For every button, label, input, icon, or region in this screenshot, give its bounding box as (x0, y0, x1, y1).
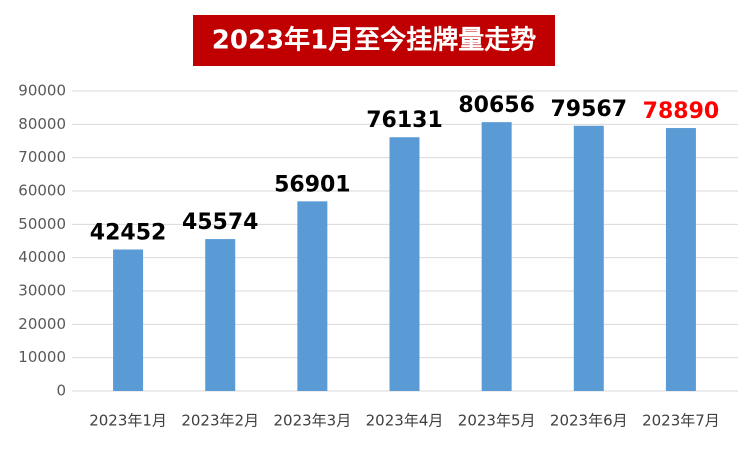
title-box (193, 15, 555, 66)
value-label: 56901 (274, 172, 351, 197)
y-tick-label: 0 (56, 382, 66, 400)
y-tick-label: 30000 (18, 282, 66, 300)
value-label: 78890 (643, 99, 720, 124)
y-tick-label: 20000 (18, 315, 66, 333)
bar (665, 128, 696, 392)
x-tick-label: 2023年4月 (366, 412, 444, 430)
bar (389, 137, 420, 391)
bar (113, 249, 144, 391)
x-tick-label: 2023年3月 (273, 412, 351, 430)
y-tick-label: 10000 (18, 348, 66, 366)
y-tick-label: 60000 (18, 182, 66, 200)
bar (481, 122, 512, 391)
x-tick-label: 2023年2月 (181, 412, 259, 430)
value-label: 80656 (458, 93, 535, 118)
x-tick-label: 2023年7月 (642, 412, 720, 430)
bar (573, 125, 604, 391)
x-tick-label: 2023年6月 (550, 412, 628, 430)
value-label: 45574 (182, 210, 259, 235)
y-tick-label: 80000 (18, 115, 66, 133)
chart-title: 2023年1月至今挂牌量走势 (212, 25, 536, 56)
value-label: 42452 (90, 220, 167, 245)
x-tick-label: 2023年1月 (89, 412, 167, 430)
x-tick-label: 2023年5月 (458, 412, 536, 430)
y-tick-label: 90000 (18, 82, 66, 100)
bar (297, 201, 328, 391)
value-label: 76131 (366, 108, 443, 133)
bar (205, 239, 236, 391)
y-tick-label: 50000 (18, 215, 66, 233)
value-label: 79567 (551, 97, 628, 122)
y-tick-label: 40000 (18, 248, 66, 266)
y-tick-label: 70000 (18, 148, 66, 166)
